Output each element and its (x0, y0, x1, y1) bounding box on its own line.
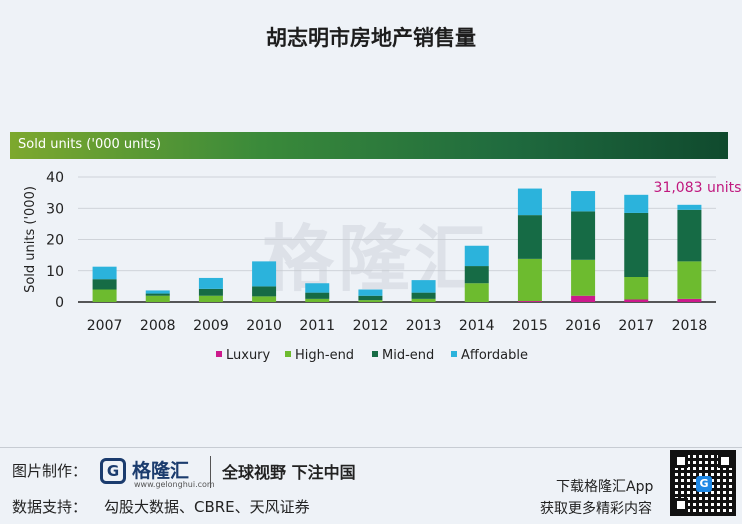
bar-segment-mid-end (464, 266, 489, 284)
legend-swatch (372, 351, 378, 357)
x-tick-label: 2018 (672, 318, 708, 334)
x-tick-label: 2012 (353, 318, 389, 334)
brand-name: 格隆汇 (132, 460, 190, 482)
y-tick-label: 0 (55, 295, 64, 311)
x-tick-label: 2017 (618, 318, 654, 334)
made-by-label: 图片制作： (12, 462, 88, 480)
watermark-text: 格隆汇 (262, 217, 491, 301)
bar-segment-affordable (305, 283, 330, 293)
chart-header-label: Sold units ('000 units) (18, 137, 161, 152)
bar-segment-affordable (198, 277, 223, 289)
bar-segment-high-end (252, 296, 277, 302)
bar-segment-high-end (358, 300, 383, 302)
brand-separator (210, 456, 211, 488)
chart-header-band: Sold units ('000 units) (10, 132, 728, 159)
bar-segment-mid-end (145, 293, 170, 296)
x-tick-label: 2014 (459, 318, 495, 334)
legend-entry: Affordable (461, 348, 528, 363)
bar-segment-affordable (252, 261, 277, 287)
bar-segment-mid-end (252, 286, 277, 297)
x-tick-label: 2010 (246, 318, 282, 334)
more-content-text: 获取更多精彩内容 (540, 501, 652, 517)
brand-url: www.gelonghui.com (134, 480, 215, 489)
legend-entry: Mid-end (382, 348, 434, 363)
legend-swatch (285, 351, 291, 357)
legend-entry: Luxury (226, 348, 271, 363)
bar-segment-affordable (517, 188, 542, 216)
data-support-label: 数据支持： (12, 498, 88, 516)
bar-segment-high-end (624, 277, 649, 300)
bar-segment-mid-end (677, 209, 702, 262)
brand-slogan: 全球视野 下注中国 (222, 463, 356, 482)
legend-entry: High-end (295, 348, 354, 363)
bar-segment-mid-end (305, 292, 330, 299)
bar-segment-luxury (677, 298, 702, 302)
footer: 图片制作： G 格隆汇 www.gelonghui.com 全球视野 下注中国 … (0, 448, 742, 524)
bar-segment-high-end (571, 259, 596, 296)
bar-segment-high-end (145, 295, 170, 302)
y-tick-label: 10 (46, 264, 64, 280)
x-tick-label: 2008 (140, 318, 176, 334)
total-annotation: 31,083 units (654, 180, 742, 196)
y-tick-label: 20 (46, 233, 64, 249)
x-tick-label: 2015 (512, 318, 548, 334)
qr-code-icon[interactable]: G (670, 450, 736, 516)
legend-swatch (451, 351, 457, 357)
bar-segment-luxury (517, 301, 542, 302)
bar-segment-affordable (677, 204, 702, 210)
bar-segment-mid-end (517, 215, 542, 259)
brand-logo-icon: G (100, 458, 126, 484)
bar-segment-high-end (677, 261, 702, 299)
data-sources: 勾股大数据、CBRE、天风证券 (104, 498, 310, 516)
bar-segment-high-end (411, 298, 436, 302)
bar-segment-high-end (92, 289, 117, 302)
page-title: 胡志明市房地产销售量 (266, 26, 476, 50)
bar-segment-luxury (624, 299, 649, 302)
stacked-bar-chart: 0 10 20 30 40 Sold units ('000) 2007 2008 2009 20… (23, 170, 742, 363)
bar-segment-luxury (571, 295, 596, 302)
x-tick-label: 2009 (193, 318, 229, 334)
bar-segment-affordable (624, 194, 649, 213)
bar-segment-affordable (92, 266, 117, 280)
y-tick-label: 40 (46, 170, 64, 186)
bar-segment-mid-end (358, 295, 383, 301)
x-tick-label: 2016 (565, 318, 601, 334)
y-axis-label: Sold units ('000) (23, 186, 38, 293)
y-tick-label: 30 (46, 201, 64, 217)
bar-segment-affordable (358, 289, 383, 296)
bar-segment-affordable (411, 280, 436, 293)
bar-segment-high-end (517, 258, 542, 302)
bar-segment-affordable (571, 191, 596, 212)
bar-segment-affordable (464, 245, 489, 267)
download-app-text: 下载格隆汇App (556, 479, 654, 495)
bar-segment-mid-end (411, 292, 436, 299)
bar-segment-high-end (305, 298, 330, 302)
legend-swatch (216, 351, 222, 357)
bar-segment-affordable (145, 290, 170, 294)
bar-segment-high-end (464, 283, 489, 302)
bar-segment-mid-end (624, 212, 649, 277)
bar-segment-high-end (198, 295, 223, 302)
bar-segment-mid-end (92, 279, 117, 290)
bar-segment-mid-end (571, 211, 596, 260)
x-tick-label: 2011 (299, 318, 335, 334)
bar-segment-mid-end (198, 288, 223, 296)
footer-divider (0, 447, 742, 448)
x-tick-label: 2007 (87, 318, 123, 334)
x-tick-label: 2013 (406, 318, 442, 334)
